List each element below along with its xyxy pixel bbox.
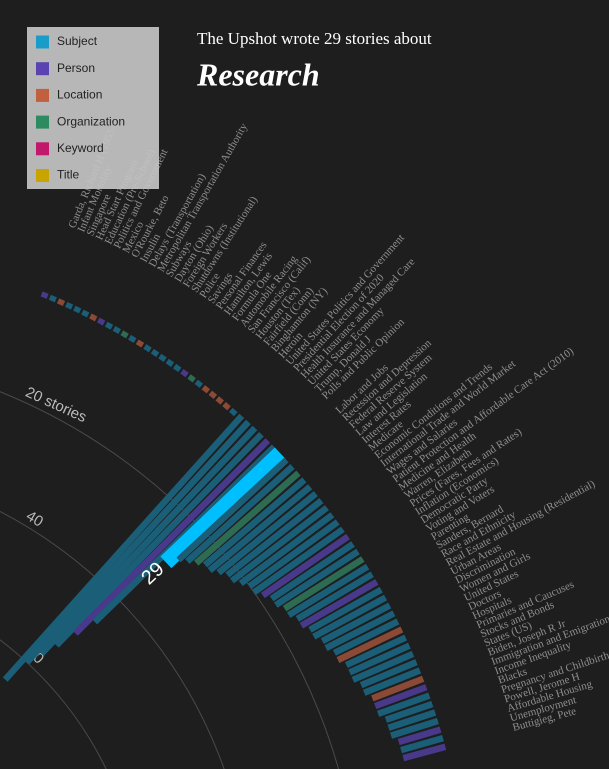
bar <box>158 353 167 362</box>
bar <box>194 470 301 566</box>
bar <box>215 396 224 405</box>
bar <box>344 634 408 668</box>
bar <box>150 348 160 358</box>
bar <box>333 618 400 656</box>
bar <box>165 358 175 367</box>
highlight-bar <box>160 447 286 569</box>
legend-swatch[interactable] <box>36 169 49 182</box>
bar <box>384 700 434 723</box>
bar <box>229 407 238 417</box>
bar <box>180 369 189 378</box>
bar <box>56 298 66 306</box>
bar <box>274 548 360 608</box>
bar <box>39 425 258 656</box>
bar <box>387 709 437 731</box>
bar <box>348 642 411 676</box>
bar <box>225 498 324 578</box>
bar <box>202 477 307 568</box>
legend-label[interactable]: Title <box>57 168 80 182</box>
bar <box>201 385 211 394</box>
bar <box>402 743 447 762</box>
bar <box>185 464 295 564</box>
bar <box>176 457 289 563</box>
bar <box>97 317 106 326</box>
bar <box>390 717 439 739</box>
bar <box>143 344 152 353</box>
legend-label[interactable]: Location <box>57 88 102 102</box>
bar <box>269 541 355 602</box>
chart-subtitle: Research <box>196 56 320 92</box>
bar <box>238 512 335 587</box>
bar <box>24 419 251 665</box>
legend-swatch[interactable] <box>36 62 49 76</box>
legend-swatch[interactable] <box>36 88 49 102</box>
bar <box>65 301 74 310</box>
bar <box>363 667 422 696</box>
bar <box>120 330 129 339</box>
bar <box>222 402 231 411</box>
bar <box>208 390 218 399</box>
chart-title: The Upshot wrote 29 stories about <box>197 29 432 48</box>
bar <box>172 363 182 373</box>
bar <box>260 533 350 599</box>
bar <box>89 313 98 322</box>
legend-swatch[interactable] <box>36 142 49 156</box>
bar <box>112 326 122 334</box>
bar <box>286 563 370 618</box>
bar <box>282 556 365 612</box>
bar <box>299 579 379 629</box>
bar <box>312 594 388 640</box>
legend-label[interactable]: Subject <box>57 34 98 48</box>
bar <box>324 610 396 652</box>
bar <box>376 692 431 717</box>
bar <box>73 305 82 314</box>
legend-label[interactable]: Keyword <box>57 141 104 155</box>
legend-label[interactable]: Person <box>57 61 95 75</box>
bar <box>320 602 392 644</box>
bar <box>371 675 425 702</box>
legend-swatch[interactable] <box>36 115 49 129</box>
bar <box>54 431 264 648</box>
bar <box>104 321 114 330</box>
bar <box>40 291 49 299</box>
bar <box>295 571 374 622</box>
bar <box>336 626 404 663</box>
bar <box>397 726 442 746</box>
bar <box>351 650 415 683</box>
bar <box>48 294 57 303</box>
bar <box>128 334 137 343</box>
bar <box>216 491 318 576</box>
bar <box>359 659 418 689</box>
legend-swatch[interactable] <box>36 35 49 49</box>
bar <box>252 526 345 595</box>
bar <box>135 339 145 348</box>
bar <box>308 586 383 633</box>
bar <box>400 735 444 754</box>
bar <box>73 438 271 636</box>
bar <box>247 519 340 589</box>
bar <box>187 374 196 383</box>
legend-box <box>27 27 159 189</box>
bar <box>81 309 90 318</box>
bar <box>374 684 428 710</box>
legend-label[interactable]: Organization <box>57 114 125 128</box>
bar <box>194 379 204 388</box>
legend: Subject Person Location Organization Keyword… <box>36 34 125 182</box>
bar <box>2 413 245 682</box>
bar <box>207 484 313 574</box>
grid-label: 40 <box>23 507 46 530</box>
bar <box>229 505 329 584</box>
